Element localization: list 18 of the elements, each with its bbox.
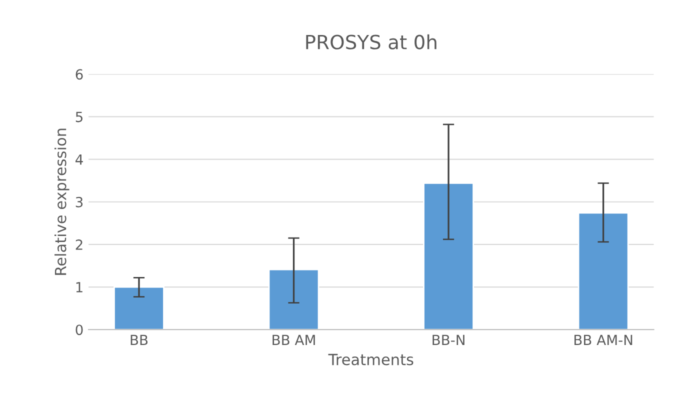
y-tick-label: 2 [76,239,82,250]
x-axis-title: Treatments [328,354,414,366]
y-tick-label: 1 [76,282,82,292]
bar [423,182,474,330]
x-tick-label: BB-N [432,334,464,346]
y-tick-label: 3 [76,196,83,208]
y-tick-label: 4 [76,154,83,165]
bar [114,286,164,330]
x-tick-label: BB [130,334,148,346]
y-tick-label: 6 [76,69,83,80]
y-tick-label: 5 [76,112,82,122]
bar [578,212,629,330]
bar [268,268,320,330]
y-axis-title: Relative expression [54,128,70,275]
x-tick-label: BB AM-N [574,334,632,346]
y-tick-label: 0 [76,324,83,336]
x-tick-label: BB AM [272,334,315,346]
chart-title: PROSYS at 0h [306,34,436,50]
